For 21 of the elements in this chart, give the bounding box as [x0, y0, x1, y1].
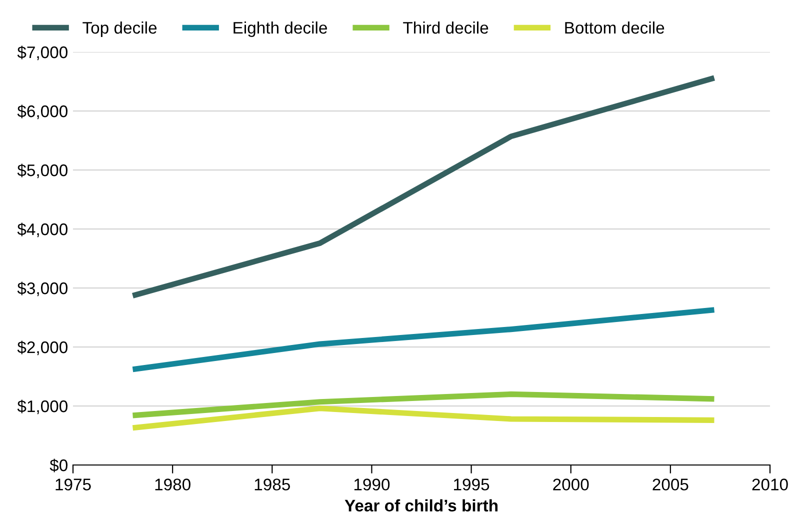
x-tick-label: 2010 [752, 478, 788, 490]
legend-label: Third decile [403, 21, 488, 34]
y-tick-label: $5,000 [17, 164, 68, 178]
y-tick-label: $7,000 [17, 46, 68, 60]
legend-label: Top decile [82, 21, 157, 37]
x-tick-label: 2000 [553, 478, 589, 490]
legend-label: Eighth decile [234, 21, 327, 37]
x-tick-label: 1995 [454, 478, 490, 490]
x-tick-label: 1985 [254, 478, 290, 490]
y-tick-label: $3,000 [17, 282, 68, 296]
y-tick-label: $4,000 [17, 222, 68, 238]
legend-label: Bottom decile [565, 21, 664, 34]
y-tick-label: $1,000 [17, 400, 68, 414]
y-tick-label: $2,000 [17, 340, 68, 356]
x-tick-label: 2005 [652, 478, 688, 490]
x-tick-label: 1980 [155, 478, 190, 490]
x-tick-label: 1990 [354, 478, 390, 490]
y-tick-label: $6,000 [17, 104, 68, 120]
x-tick-label: 1975 [56, 478, 91, 490]
x-axis-title: Year of child’s birth [344, 499, 498, 512]
y-tick-label: $0 [50, 458, 68, 472]
